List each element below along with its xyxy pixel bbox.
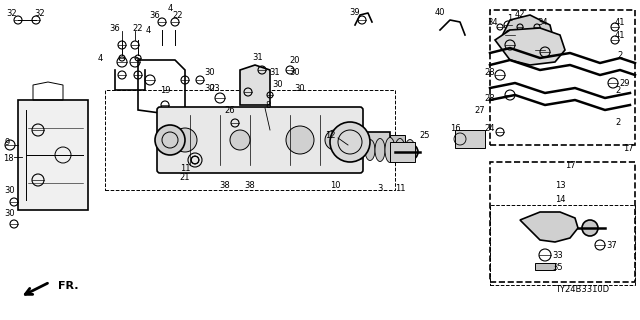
- Ellipse shape: [355, 140, 365, 159]
- Circle shape: [582, 220, 598, 236]
- Text: 8: 8: [266, 100, 271, 109]
- Bar: [390, 135, 405, 145]
- Text: 39: 39: [349, 7, 360, 17]
- Bar: [490, 205, 635, 285]
- Text: 20: 20: [290, 55, 300, 65]
- Text: 18: 18: [3, 154, 13, 163]
- Text: 28: 28: [484, 93, 495, 102]
- Text: 17: 17: [564, 161, 575, 170]
- Text: 30: 30: [273, 79, 284, 89]
- Polygon shape: [240, 65, 270, 105]
- Text: 24: 24: [484, 124, 495, 132]
- Text: 30: 30: [205, 68, 215, 76]
- Text: 41: 41: [615, 30, 625, 39]
- Text: 38: 38: [220, 180, 230, 189]
- Text: 9: 9: [4, 138, 10, 147]
- Text: 2: 2: [616, 85, 621, 94]
- Text: 26: 26: [225, 106, 236, 115]
- Text: 13: 13: [555, 180, 565, 189]
- Text: 2: 2: [616, 117, 621, 126]
- Text: 4: 4: [97, 53, 102, 62]
- Text: 14: 14: [555, 196, 565, 204]
- Text: 12: 12: [324, 131, 335, 140]
- Ellipse shape: [405, 140, 415, 161]
- Text: 30: 30: [294, 84, 305, 92]
- Text: 4: 4: [145, 26, 150, 35]
- Text: 38: 38: [244, 180, 255, 189]
- Text: 22: 22: [132, 23, 143, 33]
- Text: 40: 40: [435, 7, 445, 17]
- FancyBboxPatch shape: [157, 107, 363, 173]
- Bar: [360, 132, 390, 148]
- Text: 16: 16: [450, 124, 460, 132]
- Text: 37: 37: [607, 241, 618, 250]
- Circle shape: [230, 130, 250, 150]
- Polygon shape: [495, 28, 565, 65]
- Bar: [455, 130, 485, 148]
- Circle shape: [402, 144, 418, 160]
- Bar: [490, 10, 635, 145]
- Circle shape: [173, 128, 197, 152]
- Text: FR.: FR.: [58, 281, 79, 291]
- Text: 30: 30: [290, 68, 300, 76]
- Text: 30: 30: [4, 186, 15, 195]
- Circle shape: [330, 122, 370, 162]
- Text: 21: 21: [180, 172, 190, 181]
- Text: 35: 35: [553, 262, 563, 271]
- Text: 25: 25: [420, 131, 430, 140]
- Text: 4: 4: [168, 4, 173, 12]
- Ellipse shape: [385, 138, 395, 163]
- Ellipse shape: [365, 140, 375, 161]
- Text: 32: 32: [6, 9, 17, 18]
- Polygon shape: [520, 212, 578, 242]
- Text: 31: 31: [253, 52, 263, 61]
- Text: 11: 11: [180, 164, 190, 172]
- Text: 36: 36: [150, 11, 161, 20]
- Circle shape: [155, 125, 185, 155]
- Text: 11: 11: [395, 183, 405, 193]
- Text: 19: 19: [160, 85, 170, 94]
- Circle shape: [325, 130, 345, 150]
- Bar: [535, 263, 555, 270]
- Bar: [490, 162, 635, 282]
- Text: 1: 1: [508, 13, 513, 22]
- Bar: [105, 90, 395, 190]
- Text: 34: 34: [538, 18, 548, 27]
- Circle shape: [286, 126, 314, 154]
- Text: 23: 23: [210, 84, 220, 92]
- Text: 36: 36: [109, 23, 120, 33]
- Text: 31: 31: [269, 68, 280, 76]
- Text: 27: 27: [475, 106, 485, 115]
- Ellipse shape: [395, 139, 405, 162]
- Text: 28: 28: [484, 68, 495, 76]
- Text: 3: 3: [378, 183, 383, 193]
- Text: 33: 33: [552, 251, 563, 260]
- Ellipse shape: [375, 139, 385, 162]
- Text: 32: 32: [35, 9, 45, 18]
- Bar: [18, 100, 88, 210]
- Bar: [390, 142, 415, 162]
- Text: 42: 42: [515, 10, 525, 19]
- Text: 10: 10: [330, 180, 340, 189]
- Text: 2: 2: [618, 51, 623, 60]
- Text: 29: 29: [620, 78, 630, 87]
- Text: 34: 34: [488, 18, 499, 27]
- Text: 30: 30: [205, 84, 215, 92]
- Text: 30: 30: [4, 209, 15, 218]
- Text: TY24B3310D: TY24B3310D: [555, 285, 609, 294]
- Text: 17: 17: [623, 143, 634, 153]
- Polygon shape: [500, 15, 555, 62]
- Text: 22: 22: [173, 11, 183, 20]
- Text: 41: 41: [615, 18, 625, 27]
